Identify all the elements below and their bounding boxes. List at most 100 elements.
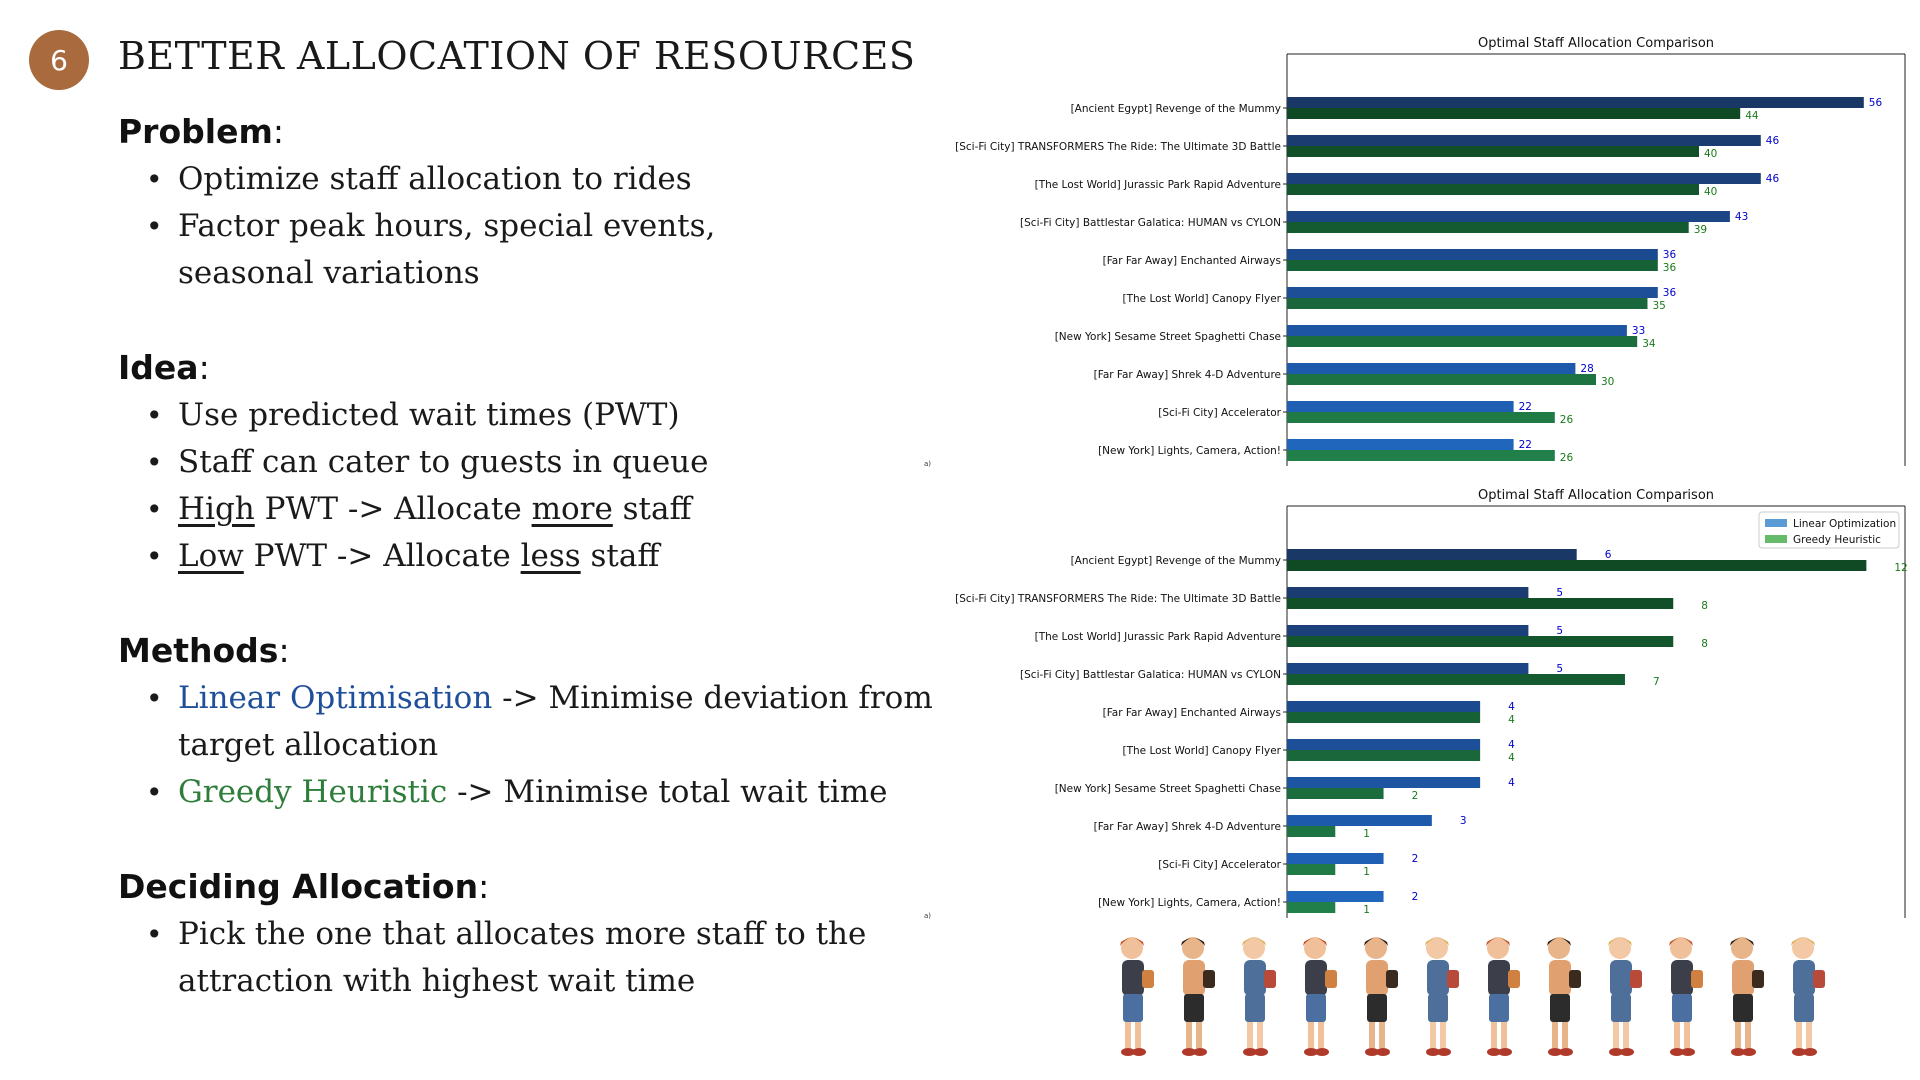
- category-label: [Sci-Fi City] Battlestar Galatica: HUMAN…: [1020, 669, 1281, 681]
- data-label-linear: 43: [1735, 211, 1748, 223]
- slide-number-badge: 6: [29, 30, 89, 90]
- bar-greedy: [1287, 750, 1481, 761]
- greedy-heuristic-text: Greedy Heuristic: [178, 774, 448, 810]
- deciding-colon: :: [478, 867, 490, 906]
- category-label: [Sci-Fi City] Accelerator: [1158, 859, 1281, 871]
- data-label-greedy: 30: [1601, 376, 1614, 388]
- problem-heading-text: Problem: [118, 112, 273, 151]
- data-label-greedy: 4: [1508, 714, 1515, 726]
- bullet-text: staff: [612, 491, 692, 527]
- bar-greedy: [1287, 598, 1674, 609]
- data-label-greedy: 1: [1363, 828, 1370, 840]
- deciding-heading: Deciding Allocation:: [118, 863, 918, 911]
- list-item: Use predicted wait times (PWT): [146, 392, 918, 439]
- problem-heading: Problem:: [118, 108, 918, 156]
- idea-heading: Idea:: [118, 344, 918, 392]
- data-label-greedy: 40: [1704, 148, 1717, 160]
- bar-greedy: [1287, 374, 1596, 385]
- list-item: Low PWT -> Allocate less staff: [146, 533, 918, 580]
- bar-linear: [1287, 439, 1514, 450]
- data-label-linear: 2: [1412, 891, 1419, 903]
- person-icon: [1669, 937, 1703, 1056]
- queue-people-illustration: [1120, 937, 1825, 1056]
- bar-linear: [1287, 97, 1864, 108]
- bar-greedy: [1287, 902, 1336, 913]
- category-label: [Far Far Away] Shrek 4-D Adventure: [1094, 369, 1281, 381]
- bar-greedy: [1287, 864, 1336, 875]
- bar-linear: [1287, 701, 1481, 712]
- data-label-linear: 6: [1605, 549, 1612, 561]
- bar-linear: [1287, 739, 1481, 750]
- data-label-linear: 22: [1519, 401, 1532, 413]
- methods-heading: Methods:: [118, 627, 918, 675]
- bar-linear: [1287, 891, 1384, 902]
- category-label: [Ancient Egypt] Revenge of the Mummy: [1071, 555, 1281, 567]
- bar-greedy: [1287, 222, 1689, 233]
- bar-linear: [1287, 777, 1481, 788]
- data-label-linear: 28: [1580, 363, 1593, 375]
- data-label-greedy: 40: [1704, 186, 1717, 198]
- bar-linear: [1287, 287, 1658, 298]
- data-label-linear: 4: [1508, 701, 1515, 713]
- data-label-linear: 56: [1869, 97, 1883, 109]
- idea-list: Use predicted wait times (PWT) Staff can…: [118, 392, 918, 580]
- data-label-greedy: 1: [1363, 904, 1370, 916]
- list-item: Factor peak hours, special events, seaso…: [146, 203, 858, 297]
- category-label: [The Lost World] Jurassic Park Rapid Adv…: [1035, 179, 1281, 191]
- idea-heading-text: Idea: [118, 348, 199, 387]
- category-label: [The Lost World] Canopy Flyer: [1122, 293, 1281, 305]
- problem-colon: :: [272, 112, 284, 151]
- bar-greedy: [1287, 412, 1555, 423]
- bar-linear: [1287, 249, 1658, 260]
- slide-title: BETTER ALLOCATION OF RESOURCES: [118, 34, 916, 78]
- category-label: [Ancient Egypt] Revenge of the Mummy: [1071, 103, 1281, 115]
- bar-greedy: [1287, 260, 1658, 271]
- data-label-linear: 3: [1460, 815, 1467, 827]
- bar-greedy: [1287, 450, 1555, 461]
- person-icon: [1181, 937, 1215, 1056]
- bar-linear: [1287, 587, 1529, 598]
- person-icon: [1608, 937, 1642, 1056]
- data-label-greedy: 35: [1653, 300, 1666, 312]
- list-item: Pick the one that allocates more staff t…: [146, 911, 878, 1005]
- bar-greedy: [1287, 184, 1699, 195]
- category-label: [New York] Lights, Camera, Action!: [1098, 897, 1281, 909]
- chart-bottom-svg: Optimal Staff Allocation Comparison [Anci…: [924, 488, 1908, 920]
- data-label-greedy: 36: [1663, 262, 1677, 274]
- legend-swatch-greedy: [1765, 535, 1787, 543]
- methods-colon: :: [278, 631, 290, 670]
- problem-list: Optimize staff allocation to rides Facto…: [118, 156, 918, 297]
- methods-list: Linear Optimisation -> Minimise deviatio…: [118, 675, 933, 816]
- data-label-linear: 5: [1556, 587, 1563, 599]
- person-icon: [1303, 937, 1337, 1056]
- bullet-text: -> Minimise total wait time: [447, 774, 888, 810]
- chart-top-svg: Optimal Staff Allocation Comparison [Anci…: [924, 36, 1906, 468]
- bar-linear: [1287, 815, 1432, 826]
- person-icon: [1730, 937, 1764, 1056]
- bar-linear: [1287, 853, 1384, 864]
- data-label-greedy: 26: [1560, 414, 1574, 426]
- axis-artifact: a): [924, 912, 931, 920]
- idea-colon: :: [198, 348, 210, 387]
- legend: [1758, 511, 1900, 549]
- person-icon: [1364, 937, 1398, 1056]
- axis-artifact: a): [924, 460, 931, 468]
- deciding-heading-text: Deciding Allocation: [118, 867, 479, 906]
- data-label-linear: 4: [1508, 777, 1515, 789]
- bar-greedy: [1287, 788, 1384, 799]
- chart-bottom: Optimal Staff Allocation Comparison [Anci…: [920, 482, 1920, 922]
- person-icon: [1242, 937, 1276, 1056]
- bar-greedy: [1287, 674, 1625, 685]
- bar-greedy: [1287, 826, 1336, 837]
- data-label-linear: 33: [1632, 325, 1645, 337]
- chart-top: Optimal Staff Allocation Comparison [Anci…: [920, 30, 1920, 470]
- data-label-linear: 5: [1556, 663, 1563, 675]
- person-icon: [1791, 937, 1825, 1056]
- list-item: Linear Optimisation -> Minimise deviatio…: [146, 675, 938, 769]
- data-label-linear: 5: [1556, 625, 1563, 637]
- category-label: [Far Far Away] Shrek 4-D Adventure: [1094, 821, 1281, 833]
- data-label-greedy: 39: [1694, 224, 1707, 236]
- chart-title: Optimal Staff Allocation Comparison: [1478, 488, 1714, 503]
- bullet-text: staff: [580, 538, 660, 574]
- bar-linear: [1287, 663, 1529, 674]
